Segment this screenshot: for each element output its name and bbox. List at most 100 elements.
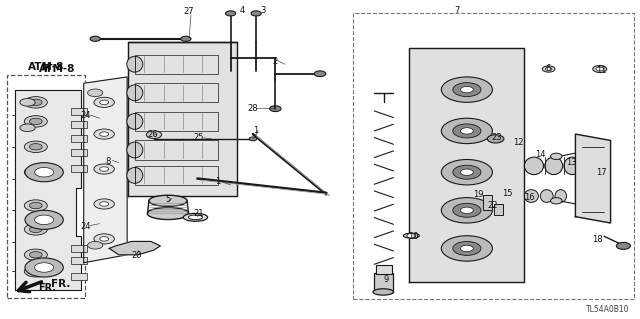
Text: 2: 2 xyxy=(273,56,278,65)
Bar xyxy=(376,265,392,274)
Bar xyxy=(7,75,85,298)
Text: 13: 13 xyxy=(566,158,576,167)
Ellipse shape xyxy=(564,157,580,174)
Text: 5: 5 xyxy=(165,195,171,204)
Circle shape xyxy=(453,203,481,217)
Polygon shape xyxy=(15,90,81,290)
Polygon shape xyxy=(109,241,161,255)
Circle shape xyxy=(25,210,63,229)
Circle shape xyxy=(24,167,47,178)
Bar xyxy=(71,165,87,172)
Ellipse shape xyxy=(188,215,202,220)
Circle shape xyxy=(24,200,47,211)
Circle shape xyxy=(442,160,492,185)
Text: 23: 23 xyxy=(491,133,502,142)
Circle shape xyxy=(29,118,42,124)
Text: 3: 3 xyxy=(260,6,265,15)
Text: 15: 15 xyxy=(502,189,513,198)
Ellipse shape xyxy=(373,289,394,295)
Text: 10: 10 xyxy=(408,232,419,241)
Ellipse shape xyxy=(149,195,187,206)
Circle shape xyxy=(442,118,492,144)
Circle shape xyxy=(180,36,191,41)
Polygon shape xyxy=(129,42,237,196)
Ellipse shape xyxy=(524,157,543,174)
Bar xyxy=(483,195,492,210)
Text: 8: 8 xyxy=(106,157,111,166)
Circle shape xyxy=(407,234,416,238)
Circle shape xyxy=(442,236,492,261)
Ellipse shape xyxy=(127,167,143,183)
Text: 22: 22 xyxy=(487,201,498,210)
Circle shape xyxy=(20,99,35,106)
Text: 19: 19 xyxy=(473,190,484,199)
Ellipse shape xyxy=(555,190,566,202)
Text: 21: 21 xyxy=(193,209,204,218)
Circle shape xyxy=(314,71,326,77)
Ellipse shape xyxy=(550,197,562,204)
Circle shape xyxy=(100,167,109,171)
Circle shape xyxy=(29,169,42,175)
Circle shape xyxy=(35,215,54,225)
Circle shape xyxy=(616,242,630,249)
Bar xyxy=(71,121,87,128)
Circle shape xyxy=(487,135,504,143)
Circle shape xyxy=(24,266,47,277)
Circle shape xyxy=(442,77,492,102)
Circle shape xyxy=(24,141,47,152)
Ellipse shape xyxy=(147,207,189,219)
Circle shape xyxy=(24,224,47,235)
Bar xyxy=(71,149,87,156)
Text: 11: 11 xyxy=(596,66,606,75)
Polygon shape xyxy=(84,77,127,263)
Circle shape xyxy=(453,124,481,138)
Text: 24: 24 xyxy=(81,222,91,231)
Bar xyxy=(374,273,393,292)
Circle shape xyxy=(269,106,281,112)
Circle shape xyxy=(29,99,42,106)
Text: 28: 28 xyxy=(248,104,259,113)
Text: 20: 20 xyxy=(131,251,142,260)
Circle shape xyxy=(94,164,115,174)
Circle shape xyxy=(25,258,63,277)
Circle shape xyxy=(35,263,54,272)
Circle shape xyxy=(249,137,257,141)
Text: 27: 27 xyxy=(184,7,195,16)
Circle shape xyxy=(453,83,481,97)
Circle shape xyxy=(453,241,481,256)
Text: TL54A0B10: TL54A0B10 xyxy=(586,305,630,314)
Circle shape xyxy=(147,131,162,138)
Text: 18: 18 xyxy=(593,235,603,244)
Circle shape xyxy=(29,226,42,233)
Bar xyxy=(71,135,87,142)
Ellipse shape xyxy=(183,213,207,221)
Bar xyxy=(71,257,87,264)
Ellipse shape xyxy=(127,142,143,158)
Circle shape xyxy=(94,199,115,209)
Polygon shape xyxy=(410,48,524,282)
Ellipse shape xyxy=(545,157,563,174)
Bar xyxy=(135,166,218,185)
Circle shape xyxy=(25,163,63,182)
Circle shape xyxy=(94,234,115,244)
Circle shape xyxy=(100,202,109,206)
Circle shape xyxy=(29,202,42,209)
Bar xyxy=(71,273,87,280)
Circle shape xyxy=(100,132,109,136)
Circle shape xyxy=(35,167,54,177)
Bar xyxy=(135,83,218,102)
Ellipse shape xyxy=(127,56,143,72)
Text: 14: 14 xyxy=(535,150,545,159)
Bar xyxy=(135,140,218,160)
Circle shape xyxy=(94,129,115,139)
Circle shape xyxy=(461,245,473,252)
Circle shape xyxy=(545,67,552,70)
Text: 12: 12 xyxy=(513,137,524,146)
Circle shape xyxy=(24,116,47,127)
Circle shape xyxy=(453,165,481,179)
Text: 17: 17 xyxy=(596,168,606,177)
Circle shape xyxy=(461,128,473,134)
Ellipse shape xyxy=(550,153,562,160)
Ellipse shape xyxy=(524,190,538,202)
Text: 26: 26 xyxy=(147,130,158,139)
